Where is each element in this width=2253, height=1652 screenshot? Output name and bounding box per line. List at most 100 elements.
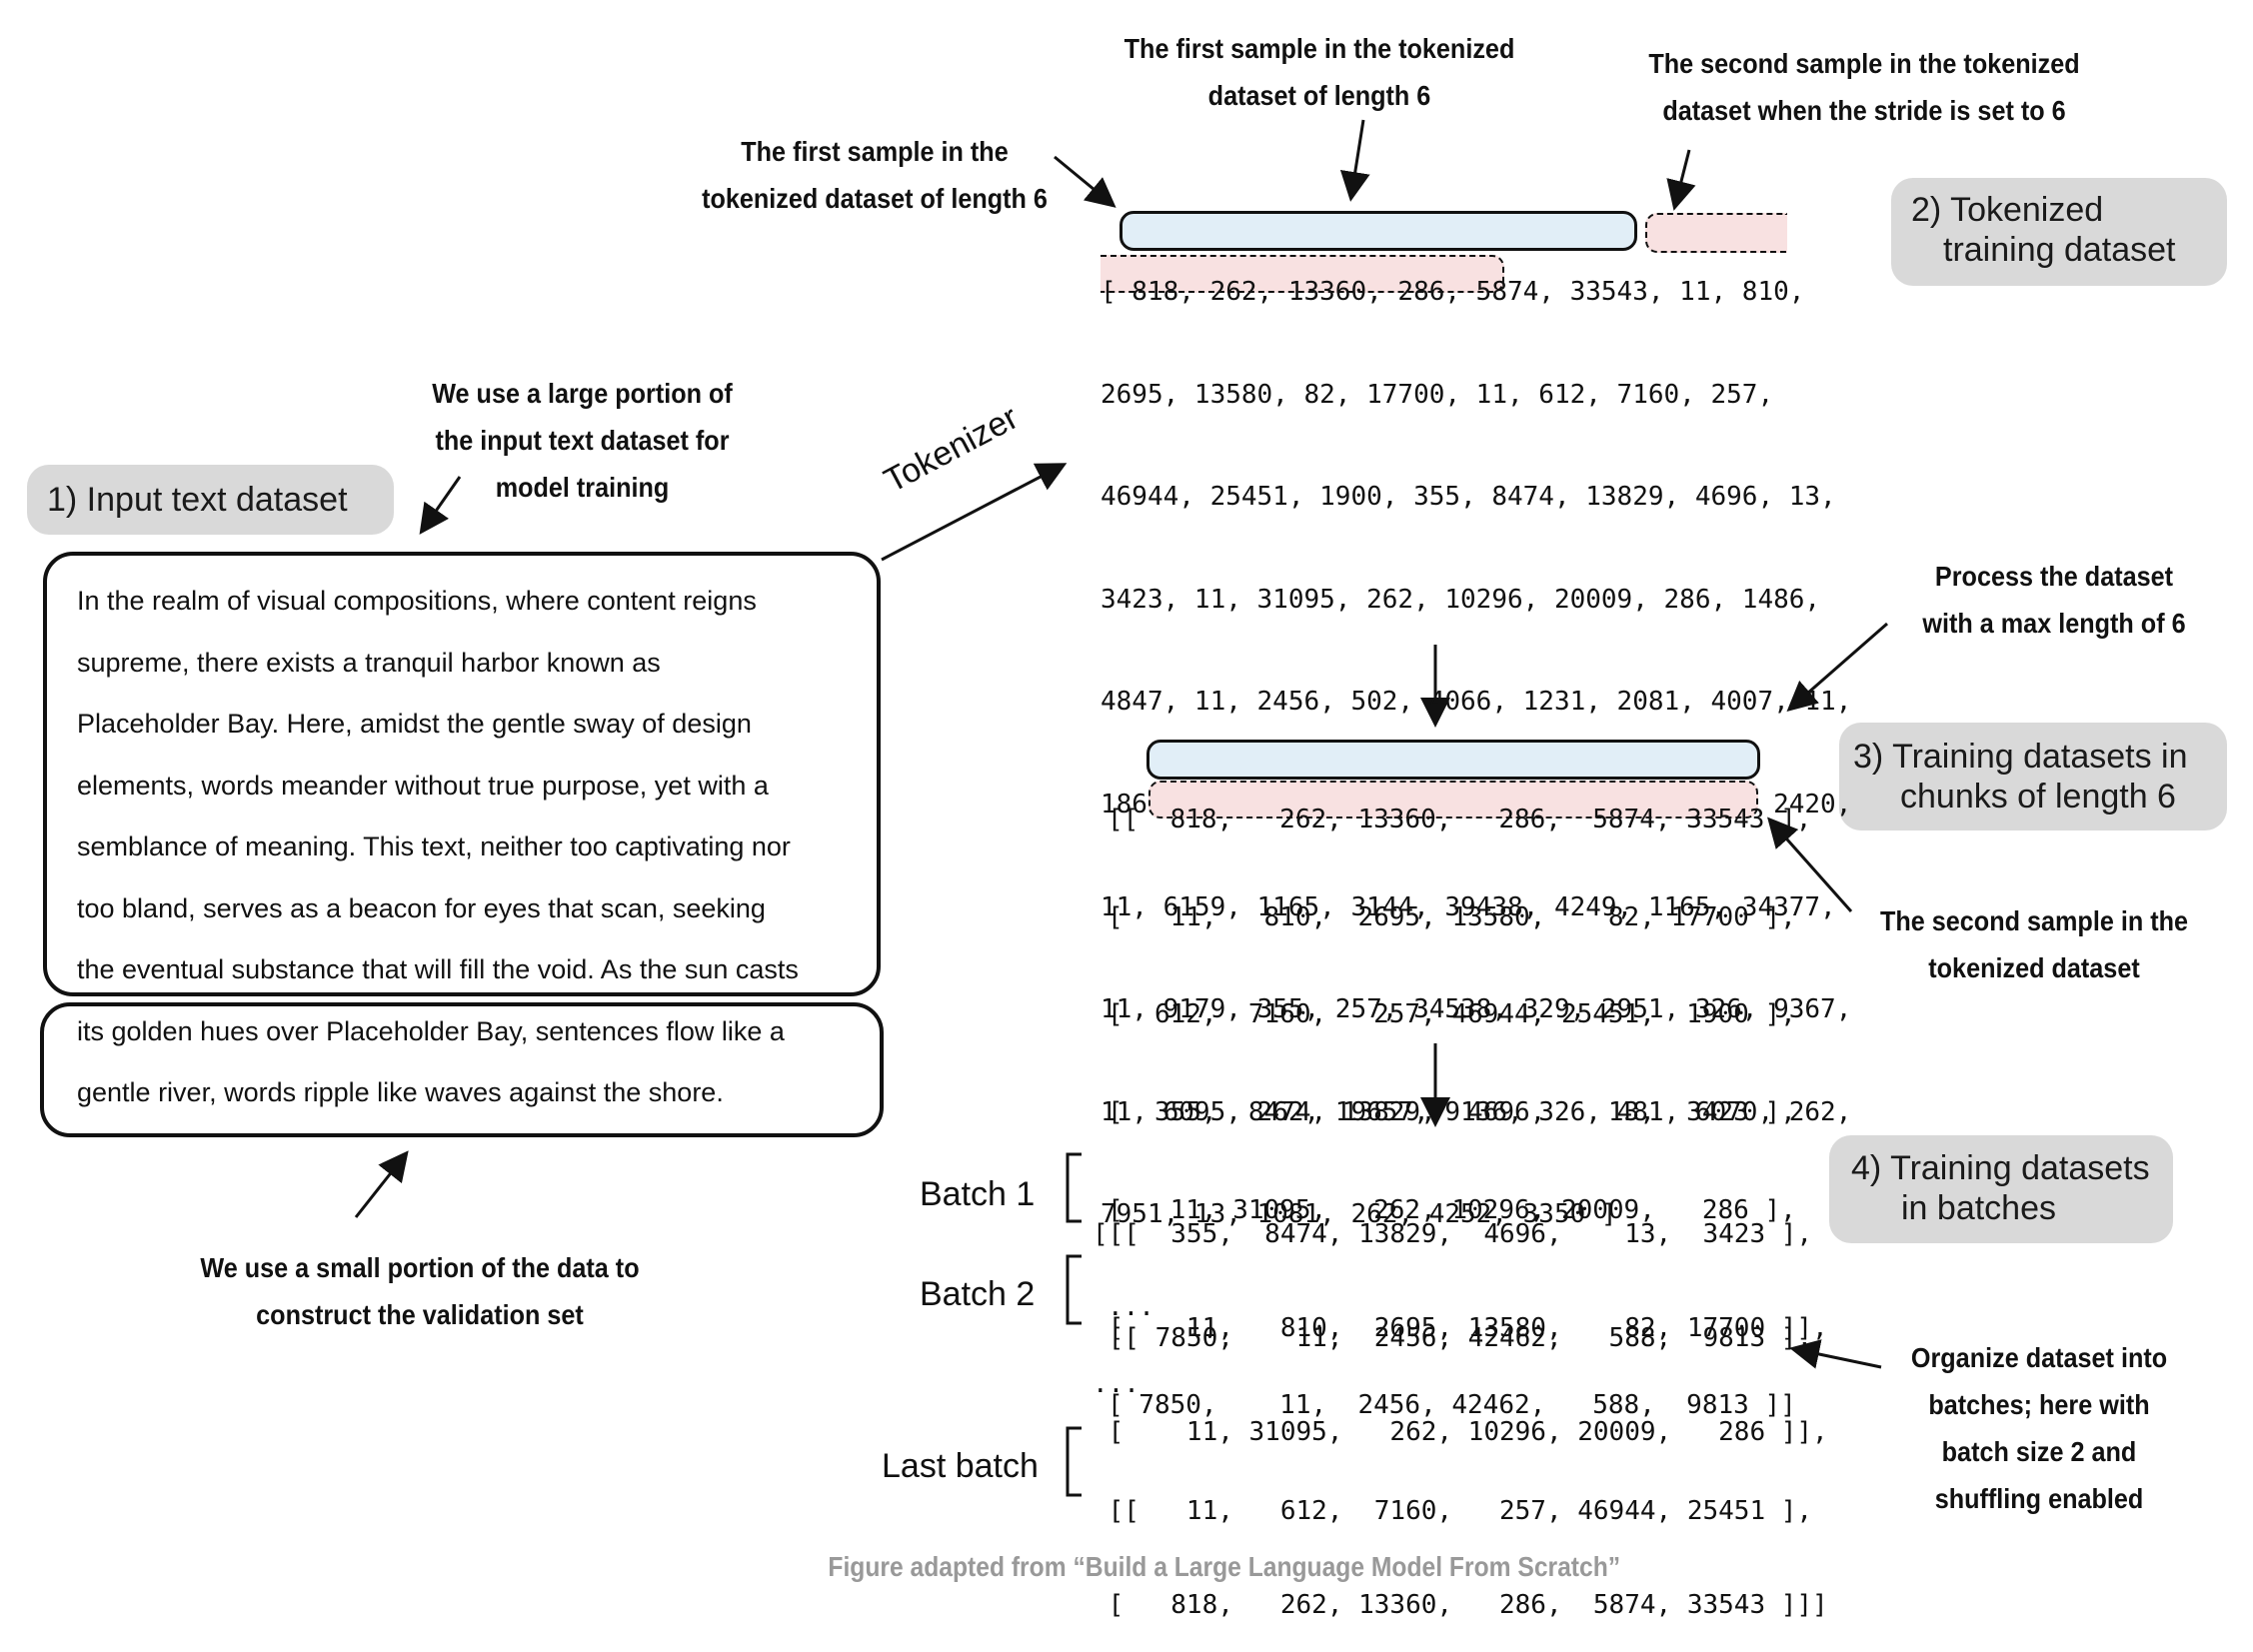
- annotation-first-sample-left: The first sample in the tokenized datase…: [682, 128, 1069, 222]
- input-text-line: In the realm of visual compositions, whe…: [77, 586, 757, 616]
- annotation-line: dataset of length 6: [1207, 80, 1431, 111]
- annotation-second-sample-right: The second sample in the tokenized datas…: [1868, 897, 2201, 991]
- chunk-line: [ 7850, 11, 2456, 42462, 588, 9813 ]]: [1108, 1390, 1796, 1421]
- batch-ellipsis: ...: [1093, 1369, 1139, 1399]
- chunk-line: [[ 818, 262, 13360, 286, 5874, 33543 ],: [1108, 805, 1812, 834]
- batch-line: [ 11, 810, 2695, 13580, 82, 17700 ]],: [1093, 1313, 1828, 1343]
- chunked-dataset: [[ 818, 262, 13360, 286, 5874, 33543 ], …: [1108, 742, 1811, 1455]
- batch-2-data: [[ 7850, 11, 2456, 42462, 588, 9813 ], […: [1093, 1261, 1828, 1479]
- annotation-first-sample-top: The first sample in the tokenized datase…: [1100, 25, 1540, 119]
- annotation-second-sample-top: The second sample in the tokenized datas…: [1630, 40, 2098, 134]
- tokenized-line: 11, 9179, 355, 257, 34538, 329, 2951, 32…: [1101, 994, 1852, 1025]
- tokenized-dataset: [ 818, 262, 13360, 286, 5874, 33543, 11,…: [1101, 211, 1851, 1266]
- stage-label-line-1: 3) Training datasets in: [1853, 738, 2188, 776]
- batch-line: [ 11, 31095, 262, 10296, 20009, 286 ]],: [1093, 1417, 1828, 1447]
- annotation-line: The second sample in the: [1879, 905, 2189, 936]
- stage-label-line-1: 4) Training datasets: [1851, 1149, 2150, 1187]
- chunk-first-sample-highlight: [1146, 740, 1760, 780]
- stage-training-chunks: 3) Training datasets in chunks of length…: [1839, 723, 2227, 830]
- arrow-small-portion: [354, 1150, 409, 1218]
- chunk-line: [ 355, 8474, 13829, 4696, 13, 3423 ],: [1108, 1097, 1796, 1128]
- annotation-line: shuffling enabled: [1934, 1483, 2144, 1514]
- annotation-line: tokenized dataset: [1928, 952, 2140, 983]
- input-text-line: elements, words meander without true pur…: [77, 770, 769, 801]
- input-text-line: supreme, there exists a tranquil harbor …: [77, 647, 661, 678]
- input-text-line: too bland, serves as a beacon for eyes t…: [77, 892, 766, 923]
- annotation-line: Organize dataset into: [1910, 1342, 2168, 1373]
- input-text-line: gentle river, words ripple like waves ag…: [77, 1077, 724, 1107]
- tokenized-line: 46944, 25451, 1900, 355, 8474, 13829, 46…: [1101, 482, 1836, 513]
- stage-label-line-1: 2) Tokenized: [1911, 191, 2104, 229]
- arrow-first-sample-left: [1054, 155, 1117, 208]
- tokenized-line: 11, 6095, 262, 19657, 9136, 326, 481, 60…: [1101, 1096, 1852, 1127]
- input-text-dataset: In the realm of visual compositions, whe…: [77, 571, 799, 1124]
- annotation-line: with a max length of 6: [1922, 608, 2186, 639]
- training-text-box: [43, 552, 881, 996]
- stage-tokenized-training-dataset: 2) Tokenized training dataset: [1891, 178, 2227, 286]
- tokenized-line: 2695, 13580, 82, 17700, 11, 612, 7160, 2…: [1101, 379, 1774, 410]
- batch-2-label: Batch 2: [920, 1275, 1036, 1313]
- input-text-line: its golden hues over Placeholder Bay, se…: [77, 1015, 785, 1046]
- batch-2-bracket: [1066, 1254, 1082, 1325]
- second-sample-highlight-part-1: [1645, 213, 1787, 253]
- first-sample-highlight: [1120, 211, 1637, 251]
- annotation-large-portion: We use a large portion of the input text…: [409, 370, 756, 511]
- input-text-line: Placeholder Bay. Here, amidst the gentle…: [77, 709, 752, 739]
- annotation-line: We use a small portion of the data to: [200, 1252, 640, 1283]
- annotation-line: batch size 2 and: [1941, 1436, 2137, 1467]
- arrow-second-sample-right: [1767, 817, 1853, 912]
- arrow-large-portion: [419, 476, 462, 535]
- tokenized-line: 4847, 11, 2456, 502, 4066, 1231, 2081, 4…: [1101, 687, 1852, 718]
- stage-label-line-2: in batches: [1901, 1189, 2056, 1227]
- batch-line: [[ 11, 612, 7160, 257, 46944, 25451 ],: [1093, 1496, 1813, 1526]
- figure-caption: Figure adapted from “Build a Large Langu…: [828, 1551, 1621, 1582]
- batch-line: [ 818, 262, 13360, 286, 5874, 33543 ]]]: [1093, 1590, 1828, 1620]
- annotation-small-portion: We use a small portion of the data to co…: [182, 1244, 659, 1338]
- arrow-process-max-length: [1786, 622, 1888, 712]
- tokenized-line: 11, 6159, 1165, 3144, 39438, 4249, 1165,…: [1101, 891, 1836, 922]
- stage-label-line-2: chunks of length 6: [1900, 778, 2176, 816]
- input-text-line: semblance of meaning. This text, neither…: [77, 831, 791, 861]
- annotation-line: batches; here with: [1928, 1389, 2150, 1420]
- batch-1-data: [[[ 355, 8474, 13829, 4696, 13, 3423 ], …: [1093, 1157, 1828, 1375]
- validation-text-box: [40, 1002, 884, 1137]
- chunk-line: ...: [1108, 1292, 1154, 1323]
- annotation-line: The first sample in the tokenized: [1124, 33, 1515, 64]
- tokenized-line: [ 818, 262, 13360, 286, 5874, 33543, 11,…: [1101, 277, 1805, 307]
- chunk-line: [ 612, 7160, 257, 46944, 25451, 1900 ],: [1108, 999, 1796, 1030]
- annotation-line: The second sample in the tokenized: [1648, 48, 2080, 79]
- batch-line: [[ 7850, 11, 2456, 42462, 588, 9813 ],: [1093, 1323, 1813, 1353]
- annotation-process-max-length: Process the dataset with a max length of…: [1897, 553, 2212, 647]
- tokenized-line: 7951, 13, 1081, 262, 4252, 3350 ]: [1101, 1199, 1617, 1230]
- last-batch-data: [[ 11, 612, 7160, 257, 46944, 25451 ], […: [1093, 1434, 1828, 1652]
- annotation-line: dataset when the stride is set to 6: [1662, 95, 2066, 126]
- last-batch-label: Last batch: [882, 1447, 1039, 1485]
- input-text-line: the eventual substance that will fill th…: [77, 954, 799, 984]
- annotation-line: construct the validation set: [256, 1299, 584, 1330]
- arrow-tokenizer: [881, 463, 1068, 562]
- stage-label-line-2: training dataset: [1943, 231, 2176, 269]
- annotation-line: tokenized dataset of length 6: [702, 183, 1048, 214]
- second-sample-highlight-part-2: [1101, 255, 1504, 293]
- annotation-line: model training: [495, 472, 670, 503]
- annotation-line: Process the dataset: [1934, 561, 2174, 592]
- annotation-line: the input text dataset for: [435, 425, 730, 456]
- annotation-organize-batches: Organize dataset into batches; here with…: [1895, 1334, 2183, 1522]
- stage-input-text-dataset: 1) Input text dataset: [27, 465, 394, 535]
- batch-1-bracket: [1066, 1152, 1082, 1223]
- chunk-second-sample-highlight: [1148, 781, 1758, 819]
- batch-1-label: Batch 1: [920, 1175, 1036, 1213]
- arrow-first-sample-top: [1339, 119, 1370, 202]
- arrow-organize-batches: [1789, 1339, 1882, 1369]
- stage-training-batches: 4) Training datasets in batches: [1829, 1135, 2173, 1243]
- last-batch-bracket: [1066, 1426, 1082, 1497]
- annotation-line: We use a large portion of: [432, 378, 733, 409]
- annotation-line: The first sample in the: [741, 136, 1009, 167]
- tokenized-line: 3423, 11, 31095, 262, 10296, 20009, 286,…: [1101, 584, 1821, 615]
- arrow-second-sample-top: [1666, 149, 1696, 211]
- chunk-line: [ 11, 31095, 262, 10296, 20009, 286 ],: [1108, 1194, 1796, 1225]
- stage-label: 1) Input text dataset: [47, 481, 348, 519]
- batch-line: [[[ 355, 8474, 13829, 4696, 13, 3423 ],: [1093, 1219, 1813, 1249]
- chunk-line: [ 11, 810, 2695, 13580, 82, 17700 ],: [1108, 901, 1796, 932]
- arrows-layer: [354, 119, 1888, 1497]
